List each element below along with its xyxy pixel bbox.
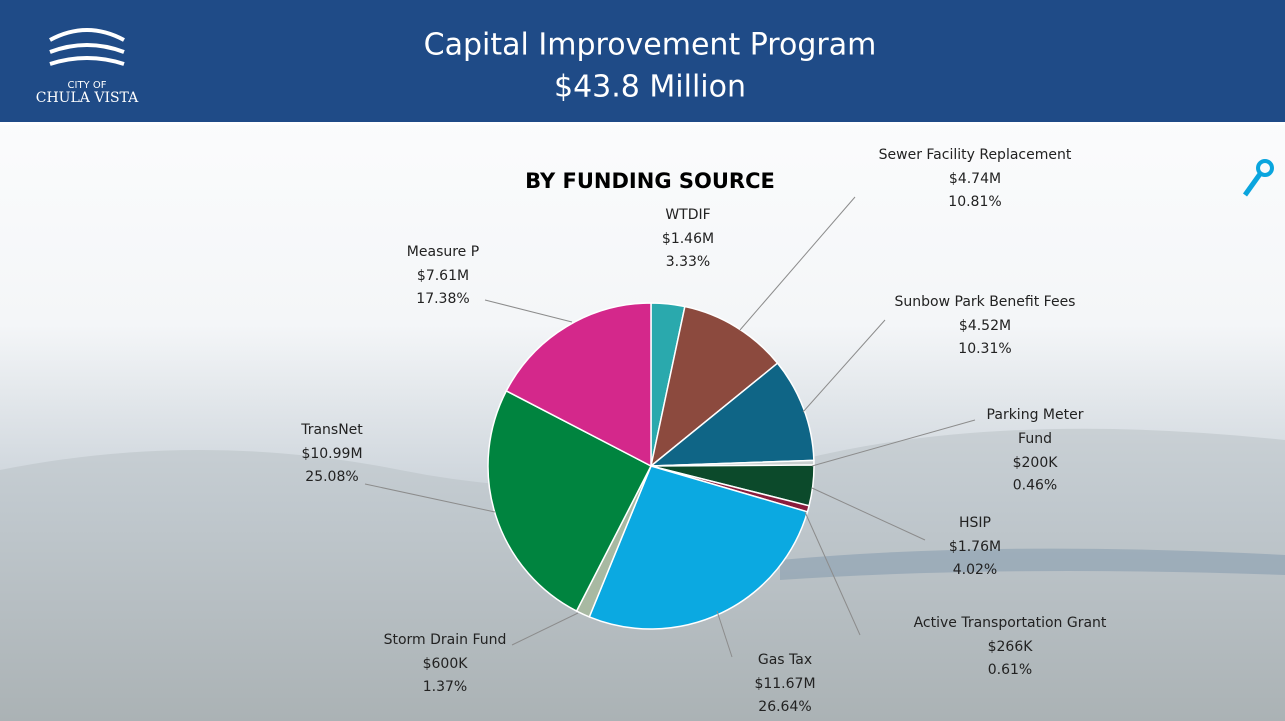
leader-line — [364, 483, 496, 513]
slice-label: Active Transportation Grant — [914, 615, 1107, 631]
value-label: 26.64% — [758, 699, 811, 715]
amount-label: $7.61M — [417, 268, 469, 284]
leader-line — [802, 319, 886, 413]
header-rule — [0, 122, 1285, 125]
label-line: Parking Meter — [987, 407, 1084, 423]
leader-line — [739, 196, 856, 331]
amount-label: $4.74M — [949, 171, 1001, 187]
pie-slice — [648, 362, 815, 467]
leader-line — [484, 299, 573, 323]
amount-label: $10.99M — [301, 446, 362, 462]
leader-line — [811, 487, 926, 541]
slice-label: Parking Meter Fund — [987, 407, 1084, 447]
logo-text: CHULA VISTA — [36, 90, 139, 106]
leader-line — [804, 511, 861, 636]
amount-label: $200K — [1013, 455, 1059, 471]
amount-label: $4.52M — [959, 318, 1011, 334]
amount-label: $266K — [988, 639, 1034, 655]
logo-text: CITY OF — [68, 80, 107, 91]
value-label: 10.31% — [958, 341, 1011, 357]
value-label: 0.46% — [1013, 478, 1057, 494]
background-water — [780, 548, 1285, 580]
slice-label: TransNet — [300, 422, 363, 438]
amount-label: $600K — [423, 656, 469, 672]
amount-label: $1.46M — [662, 231, 714, 247]
slice-label: Storm Drain Fund — [384, 632, 507, 648]
pie-slice — [588, 465, 809, 630]
slice-label: HSIP — [959, 515, 991, 531]
value-label: 10.81% — [948, 194, 1001, 210]
leader-line — [511, 612, 579, 646]
value-label: 4.02% — [953, 562, 997, 578]
slice-label: Gas Tax — [758, 652, 812, 668]
title: Capital Improvement Program — [424, 28, 877, 63]
amount-label: $11.67M — [754, 676, 815, 692]
slice-label: Sunbow Park Benefit Fees — [895, 294, 1076, 310]
value-label: 3.33% — [666, 254, 710, 270]
logo: CITY OF CHULA VISTA — [36, 28, 139, 106]
value-label: 25.08% — [305, 469, 358, 485]
label-line: Fund — [1018, 431, 1052, 447]
pie-slice — [649, 305, 779, 468]
value-label: 1.37% — [423, 679, 467, 695]
slice-label: WTDIF — [665, 207, 710, 223]
slice-label: Sewer Facility Replacement — [879, 147, 1072, 163]
value-label: 0.61% — [988, 662, 1032, 678]
pie-slice — [487, 389, 653, 613]
leader-line — [811, 419, 976, 467]
header-bar — [0, 0, 1285, 122]
amount-label: $1.76M — [949, 539, 1001, 555]
chart-title: BY FUNDING SOURCE — [525, 169, 775, 193]
value-label: 17.38% — [416, 291, 469, 307]
title: $43.8 Million — [554, 70, 746, 105]
leader-line — [716, 610, 733, 658]
pie-slice — [505, 302, 652, 468]
key-icon — [1242, 159, 1274, 197]
slice-label: Measure P — [407, 244, 479, 260]
